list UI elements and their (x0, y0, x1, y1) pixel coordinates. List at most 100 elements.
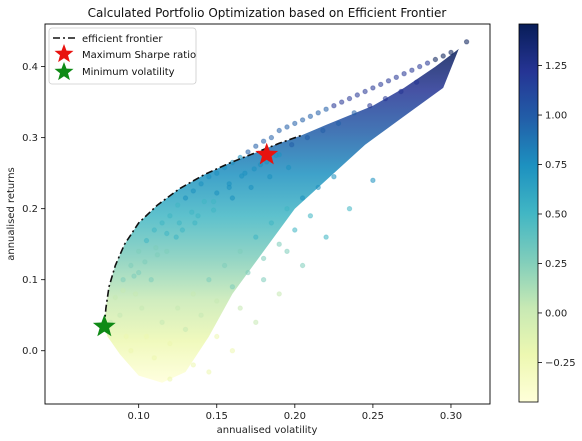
colorbar-tick-label: 0.00 (545, 308, 567, 319)
portfolio-point (304, 134, 310, 141)
portfolio-point (367, 103, 373, 109)
portfolio-point (440, 53, 446, 59)
legend: efficient frontier Maximum Sharpe ratio … (48, 27, 197, 85)
portfolio-point (242, 170, 248, 176)
portfolio-point (276, 152, 282, 158)
portfolio-point (417, 63, 423, 70)
portfolio-point (463, 39, 470, 45)
legend-max-sharpe-label: Maximum Sharpe ratio (82, 50, 196, 61)
portfolio-point (285, 164, 292, 171)
portfolio-point (198, 181, 204, 187)
portfolio-point (370, 177, 376, 184)
portfolio-point (182, 326, 189, 333)
portfolio-point (382, 95, 389, 102)
portfolio-point (175, 202, 181, 208)
portfolio-point (154, 252, 161, 258)
portfolio-point (320, 127, 326, 134)
portfolio-point (253, 143, 259, 149)
x-tick-label: 0.20 (284, 411, 306, 422)
portfolio-point (229, 348, 236, 354)
portfolio-point (370, 85, 376, 91)
portfolio-point (164, 230, 170, 237)
portfolio-point (195, 213, 201, 219)
y-tick-label: 0.1 (22, 275, 38, 286)
min-volatility-star-icon (92, 314, 116, 337)
portfolio-point (237, 305, 243, 311)
y-axis: 0.0 0.1 0.2 0.3 0.4 (22, 62, 45, 357)
portfolio-point (245, 149, 251, 155)
portfolio-point (120, 287, 126, 294)
y-tick-label: 0.2 (22, 204, 38, 215)
colorbar-tick-label: 0.50 (545, 209, 567, 220)
x-axis-label: annualised volatility (217, 425, 318, 436)
portfolio-point (432, 56, 439, 63)
portfolio-point (251, 166, 257, 172)
x-axis: 0.10 0.15 0.20 0.25 0.30 (128, 404, 462, 422)
portfolio-point (248, 184, 254, 191)
portfolio-point (173, 234, 179, 240)
portfolio-point (229, 284, 236, 290)
portfolio-point (362, 88, 368, 95)
portfolio-point (190, 362, 197, 368)
portfolio-point (206, 369, 212, 375)
portfolio-point (190, 291, 197, 297)
y-tick-label: 0.3 (22, 133, 38, 144)
portfolio-point (346, 206, 353, 212)
x-tick-label: 0.25 (362, 411, 384, 422)
portfolio-point (123, 333, 129, 340)
portfolio-point (136, 248, 142, 255)
portfolio-point (413, 79, 420, 85)
portfolio-point (239, 173, 245, 179)
colorbar-ticks: −0.25 0.00 0.25 0.50 0.75 1.00 1.25 (538, 61, 576, 369)
portfolio-point (167, 213, 173, 219)
chart-title: Calculated Portfolio Optimization based … (88, 6, 447, 20)
portfolio-point (198, 312, 204, 318)
portfolio-point (307, 213, 314, 219)
portfolio-point (192, 220, 198, 226)
portfolio-point (229, 195, 236, 201)
portfolio-point (214, 333, 220, 340)
legend-min-volatility-label: Minimum volatility (82, 67, 175, 78)
portfolio-point (210, 207, 217, 213)
portfolio-point (331, 174, 337, 180)
portfolio-point (260, 255, 267, 262)
legend-max-sharpe-star-icon (54, 44, 74, 63)
portfolio-point (112, 294, 119, 301)
portfolio-point (315, 184, 321, 191)
portfolio-point (190, 188, 197, 194)
portfolio-point (315, 110, 321, 116)
portfolio-point (346, 95, 353, 102)
x-tick-label: 0.15 (206, 411, 228, 422)
portfolio-point (143, 237, 150, 244)
portfolio-point (206, 277, 212, 283)
portfolio-point (299, 195, 306, 201)
portfolio-point (131, 273, 137, 279)
portfolio-point (176, 220, 183, 226)
y-tick-label: 0.4 (22, 62, 38, 73)
portfolio-point (226, 181, 232, 187)
portfolio-point (267, 174, 273, 180)
legend-frontier-label: efficient frontier (82, 34, 163, 45)
portfolio-point (424, 60, 431, 66)
portfolio-point (385, 78, 392, 84)
portfolio-point (268, 134, 275, 141)
portfolio-point (151, 355, 158, 361)
portfolio-point (276, 291, 282, 297)
colorbar-tick-label: 1.00 (545, 111, 567, 122)
portfolio-point (351, 110, 357, 116)
portfolio-point (323, 234, 329, 240)
portfolio-point (139, 305, 145, 311)
x-tick-label: 0.30 (440, 411, 462, 422)
scatter-points (107, 39, 470, 382)
portfolio-point (117, 312, 123, 318)
portfolio-point (289, 142, 295, 148)
portfolio-point (159, 319, 165, 325)
portfolio-point (143, 333, 150, 340)
portfolio-point (167, 376, 173, 382)
colorbar-tick-label: 1.25 (545, 61, 567, 72)
portfolio-cloud (104, 48, 459, 383)
portfolio-point (167, 340, 173, 347)
portfolio-point (253, 319, 259, 325)
portfolio-point (179, 227, 186, 233)
legend-box (48, 27, 197, 85)
